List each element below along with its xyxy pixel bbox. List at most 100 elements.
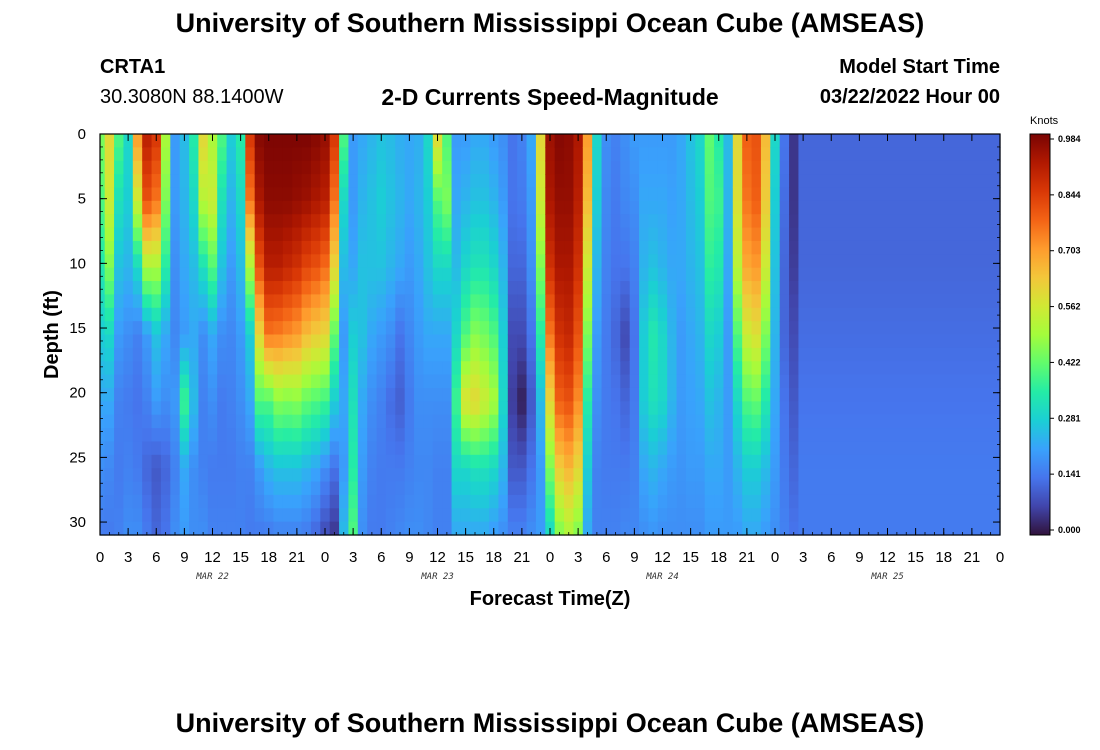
x-tick-label: 0: [771, 549, 779, 566]
heatmap-cell: [179, 240, 190, 255]
heatmap-cell: [385, 361, 396, 376]
heatmap-cell: [348, 160, 359, 175]
heatmap-cell: [723, 521, 734, 536]
heatmap-cell: [432, 281, 443, 295]
heatmap-cell: [564, 160, 575, 175]
heatmap-cell: [573, 441, 584, 456]
heatmap-cell: [573, 294, 584, 309]
heatmap-cell: [526, 414, 537, 429]
heatmap-cell: [535, 454, 546, 469]
heatmap-cell: [460, 147, 471, 162]
heatmap-cell: [207, 414, 218, 429]
heatmap-cell: [404, 227, 415, 242]
heatmap-cell: [273, 214, 284, 229]
heatmap-cell: [545, 494, 556, 509]
heatmap-cell: [142, 334, 153, 349]
heatmap-cell: [385, 267, 396, 282]
heatmap-cell: [273, 401, 284, 416]
heatmap-cell: [414, 508, 425, 523]
heatmap-cell: [639, 374, 650, 389]
heatmap-cell: [667, 147, 678, 162]
heatmap-cell: [160, 254, 171, 269]
heatmap-cells: [100, 134, 1001, 536]
heatmap-cell: [367, 254, 378, 269]
heatmap-cell: [676, 214, 687, 229]
heatmap-cell: [685, 160, 696, 175]
heatmap-cell: [695, 160, 706, 175]
heatmap-cell: [667, 267, 678, 282]
heatmap-cell: [142, 147, 153, 162]
heatmap-cell: [310, 227, 321, 242]
heatmap-cell: [160, 187, 171, 202]
heatmap-cell: [667, 254, 678, 269]
heatmap-cell: [395, 401, 406, 416]
heatmap-cell: [395, 454, 406, 469]
heatmap-cell: [151, 267, 162, 282]
heatmap-cell: [667, 294, 678, 309]
heatmap-cell: [442, 267, 453, 282]
heatmap-cell: [714, 508, 725, 523]
heatmap-cell: [310, 334, 321, 349]
heatmap-cell: [198, 481, 209, 496]
heatmap-cell: [114, 187, 125, 202]
heatmap-cell: [100, 294, 106, 309]
heatmap-cell: [460, 214, 471, 229]
heatmap-cell: [714, 281, 725, 295]
heatmap-cell: [470, 227, 481, 242]
heatmap-cell: [114, 200, 125, 215]
heatmap-cell: [348, 240, 359, 255]
heatmap-cell: [667, 281, 678, 295]
heatmap-cell: [245, 147, 256, 162]
heatmap-cell: [517, 200, 528, 215]
heatmap-cell: [470, 214, 481, 229]
heatmap-cell: [282, 454, 293, 469]
heatmap-cell: [376, 200, 387, 215]
heatmap-cell: [432, 307, 443, 322]
heatmap-cell: [329, 374, 340, 389]
heatmap-cell: [189, 187, 200, 202]
heatmap-cell: [367, 521, 378, 536]
heatmap-cell: [685, 414, 696, 429]
heatmap-cell: [479, 240, 490, 255]
heatmap-cell: [704, 267, 715, 282]
heatmap-cell: [432, 481, 443, 496]
heatmap-cell: [160, 374, 171, 389]
heatmap-cell: [142, 200, 153, 215]
heatmap-cell: [385, 321, 396, 336]
heatmap-cell: [132, 468, 143, 483]
heatmap-cell: [676, 174, 687, 189]
heatmap-cell: [264, 267, 275, 282]
heatmap-cell: [451, 240, 462, 255]
heatmap-cell: [301, 401, 312, 416]
heatmap-cell: [751, 334, 762, 349]
heatmap-cell: [798, 160, 1001, 175]
heatmap-cell: [245, 214, 256, 229]
heatmap-cell: [329, 387, 340, 402]
heatmap-cell: [620, 227, 631, 242]
heatmap-cell: [207, 374, 218, 389]
heatmap-cell: [573, 321, 584, 336]
heatmap-cell: [601, 401, 612, 416]
heatmap-cell: [629, 321, 640, 336]
heatmap-cell: [385, 494, 396, 509]
heatmap-cell: [282, 481, 293, 496]
heatmap-cell: [535, 227, 546, 242]
heatmap-cell: [676, 147, 687, 162]
heatmap-cell: [779, 200, 790, 215]
heatmap-cell: [273, 160, 284, 175]
heatmap-cell: [648, 214, 659, 229]
heatmap-cell: [723, 454, 734, 469]
x-tick-label: 9: [630, 549, 638, 566]
x-tick-label: 9: [405, 549, 413, 566]
heatmap-cell: [385, 468, 396, 483]
heatmap-cell: [620, 401, 631, 416]
heatmap-cell: [310, 521, 321, 536]
heatmap-cell: [517, 361, 528, 376]
heatmap-cell: [114, 401, 125, 416]
heatmap-cell: [545, 200, 556, 215]
heatmap-cell: [423, 441, 434, 456]
heatmap-cell: [282, 307, 293, 322]
heatmap-cell: [264, 321, 275, 336]
heatmap-cell: [329, 294, 340, 309]
heatmap-cell: [582, 494, 593, 509]
